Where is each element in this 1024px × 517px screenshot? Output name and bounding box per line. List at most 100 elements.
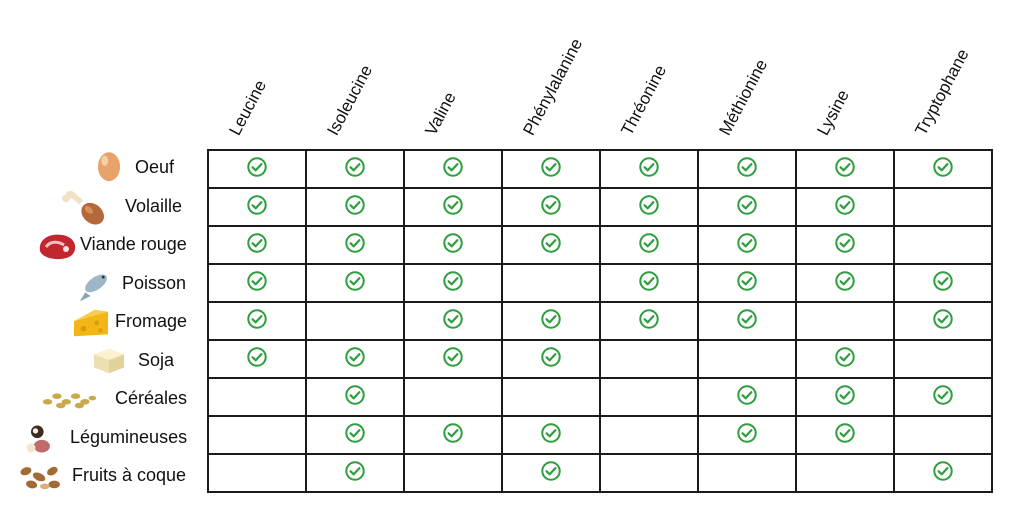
table-row [207,187,993,227]
column-header: Lysine [813,86,853,139]
grid-cell [599,453,699,493]
grid-cell [501,415,601,455]
grid-cell [697,415,797,455]
legumes-icon [22,420,62,454]
grid-cell [795,415,895,455]
grid-cell [599,377,699,417]
check-circle-icon [540,422,562,444]
grid-cell [697,263,797,303]
table-row [207,339,993,379]
egg-icon [92,146,132,182]
row-label: Légumineuses [70,426,188,447]
grid-cell [305,339,405,379]
column-header: Thréonine [617,62,671,139]
grid-cell [599,339,699,379]
grid-cell [599,263,699,303]
grid-cell [403,187,503,227]
nuts-icon [16,458,60,492]
drumstick-icon [62,187,104,225]
check-circle-icon [834,194,856,216]
grid-cell [403,301,503,341]
grid-cell [501,453,601,493]
grid-cell [697,339,797,379]
grains-icon [40,385,97,419]
grid-cell [893,263,993,303]
grid-cell [305,453,405,493]
row-label: Viande rouge [80,234,187,255]
check-circle-icon [540,156,562,178]
table-row [207,415,993,455]
check-circle-icon [246,346,268,368]
check-circle-icon [736,384,758,406]
grid-cell [403,377,503,417]
row-label: Fromage [115,311,188,332]
grid-cell [893,453,993,493]
check-circle-icon [932,384,954,406]
column-header: Leucine [225,77,271,139]
check-circle-icon [540,194,562,216]
row-label: Poisson [122,272,187,293]
check-circle-icon [442,308,464,330]
presence-grid [207,149,993,493]
grid-cell [403,453,503,493]
grid-cell [893,149,993,189]
check-circle-icon [932,460,954,482]
row-label: Oeuf [135,157,175,178]
steak-icon [36,229,76,263]
check-circle-icon [736,422,758,444]
grid-cell [403,339,503,379]
grid-cell [697,453,797,493]
check-circle-icon [344,422,366,444]
check-circle-icon [736,232,758,254]
check-circle-icon [638,156,660,178]
check-circle-icon [246,270,268,292]
grid-cell [403,149,503,189]
check-circle-icon [442,232,464,254]
check-circle-icon [540,308,562,330]
check-circle-icon [442,422,464,444]
check-circle-icon [246,156,268,178]
column-header: Tryptophane [911,45,973,139]
check-circle-icon [540,346,562,368]
grid-cell [207,377,307,417]
check-circle-icon [344,156,366,178]
cheese-icon [70,306,110,340]
table-row [207,301,993,341]
grid-cell [501,339,601,379]
check-circle-icon [638,308,660,330]
check-circle-icon [442,194,464,216]
grid-cell [305,377,405,417]
check-circle-icon [834,156,856,178]
grid-cell [795,263,895,303]
check-circle-icon [834,384,856,406]
check-circle-icon [736,308,758,330]
grid-cell [207,225,307,265]
table-row [207,377,993,417]
check-circle-icon [442,270,464,292]
column-header: Phénylalanine [519,35,587,139]
grid-cell [305,301,405,341]
grid-cell [599,225,699,265]
check-circle-icon [540,460,562,482]
grid-cell [207,453,307,493]
row-label: Fruits à coque [72,465,187,486]
check-circle-icon [834,346,856,368]
check-circle-icon [246,308,268,330]
check-circle-icon [638,194,660,216]
grid-cell [795,453,895,493]
grid-cell [305,225,405,265]
check-circle-icon [344,384,366,406]
check-circle-icon [834,422,856,444]
check-circle-icon [736,156,758,178]
grid-cell [501,377,601,417]
grid-cell [207,149,307,189]
grid-cell [599,187,699,227]
grid-cell [795,187,895,227]
grid-cell [501,149,601,189]
grid-cell [893,301,993,341]
grid-cell [697,187,797,227]
table-row [207,263,993,303]
grid-cell [501,187,601,227]
grid-cell [795,149,895,189]
grid-cell [403,263,503,303]
